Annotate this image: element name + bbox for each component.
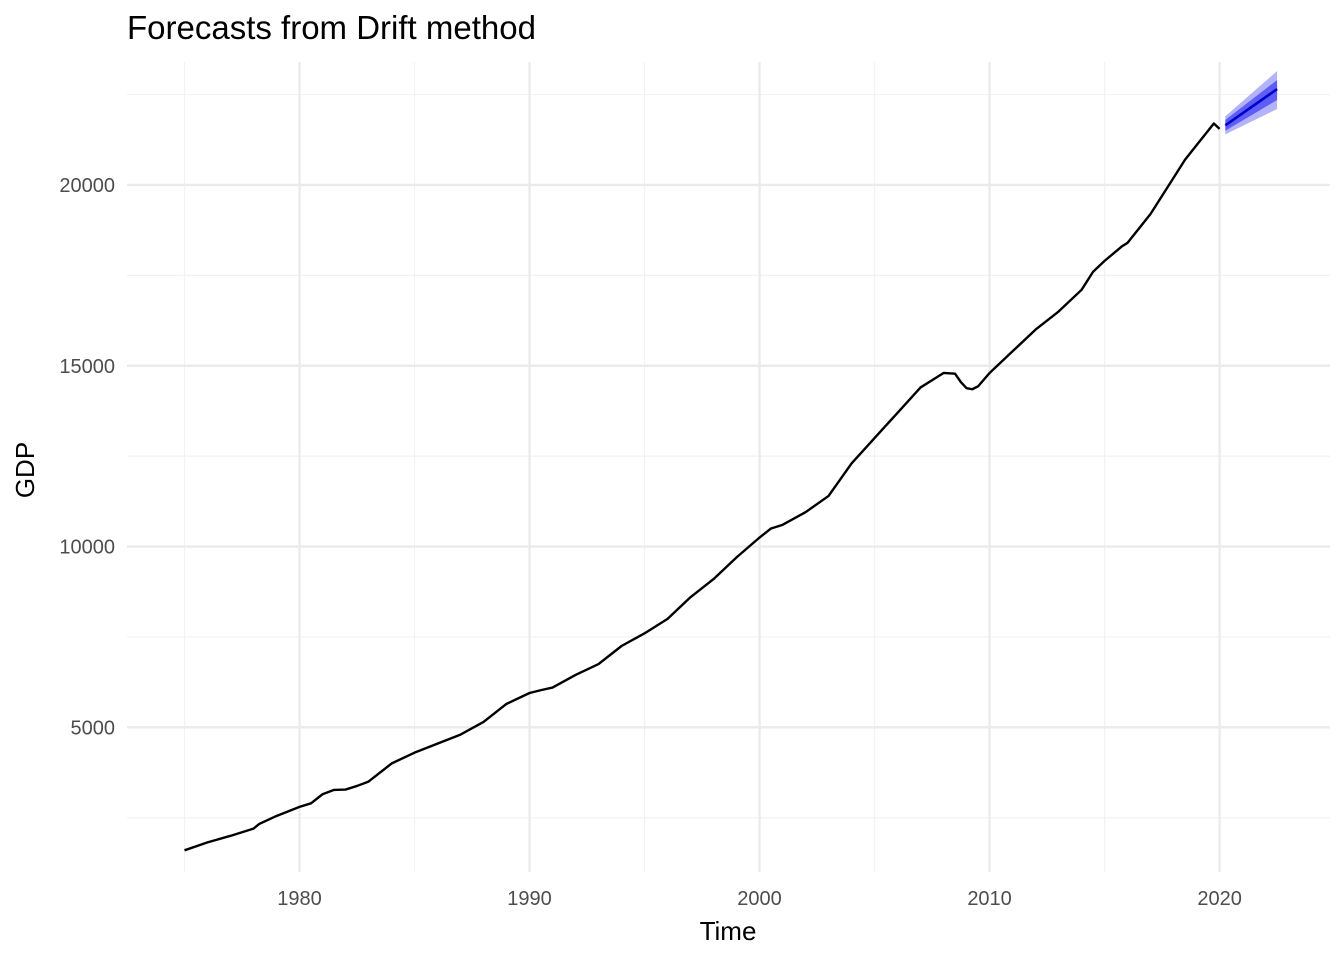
x-tick-label: 2000: [737, 888, 782, 910]
minor-gridlines: [127, 62, 1330, 872]
gdp-history-line: [184, 122, 1221, 852]
y-tick-label: 15000: [59, 356, 115, 378]
x-tick-label: 1990: [507, 888, 552, 910]
prediction-intervals: [1225, 71, 1278, 135]
x-tick-label: 2020: [1197, 888, 1242, 910]
y-tick-label: 10000: [59, 537, 115, 559]
y-tick-labels: 5000 10000 15000 20000: [59, 175, 115, 739]
y-tick-label: 20000: [59, 175, 115, 197]
x-tick-label: 2010: [967, 888, 1012, 910]
y-tick-label: 5000: [71, 717, 116, 739]
x-tick-label: 1980: [277, 888, 322, 910]
forecast-mean-line: [1224, 88, 1278, 127]
pi80-band: [1225, 80, 1278, 131]
chart-title: Forecasts from Drift method: [127, 9, 536, 46]
x-axis-title: Time: [700, 916, 757, 946]
y-axis-title: GDP: [10, 442, 40, 498]
x-tick-labels: 1980 1990 2000 2010 2020: [277, 888, 1242, 910]
series-lines: [184, 88, 1278, 852]
major-gridlines: [127, 62, 1330, 872]
